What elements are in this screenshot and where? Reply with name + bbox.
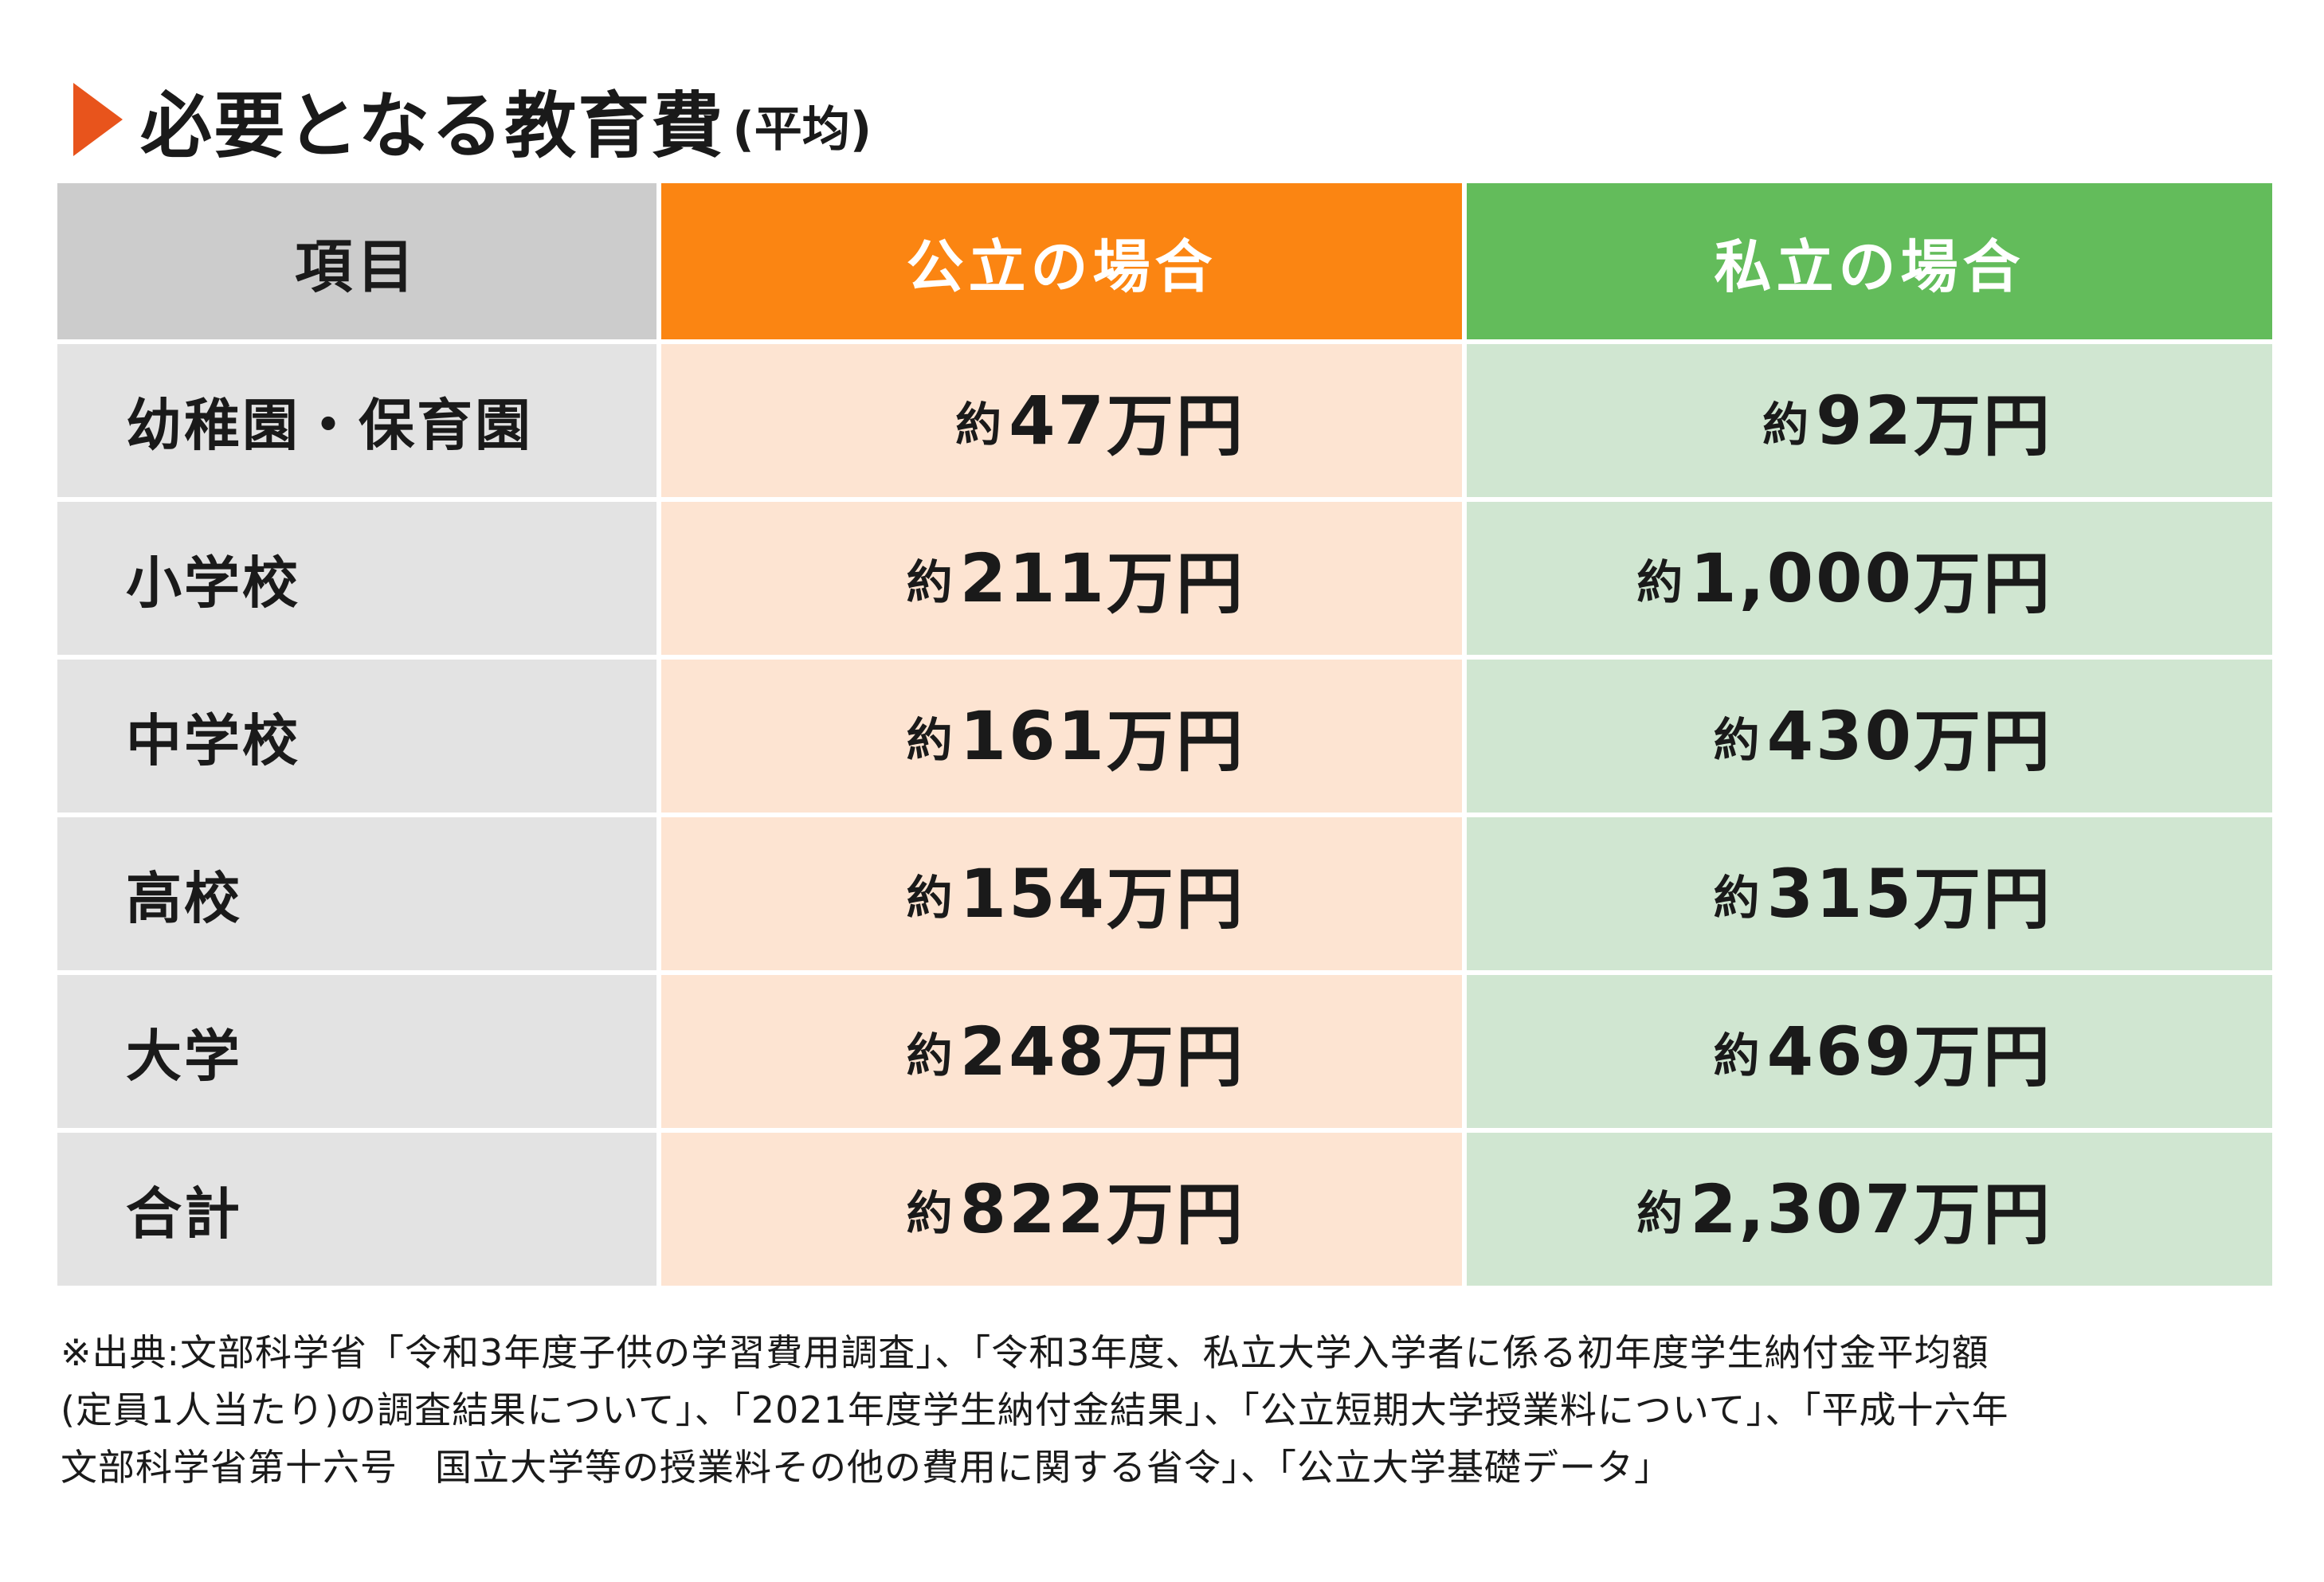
private-cost-cell: 約 469 万円 <box>1467 975 2272 1128</box>
private-cost-cell: 約 1,000 万円 <box>1467 502 2272 655</box>
education-cost-table: 項目 公立の場合 私立の場合 幼稚園・保育園 約 47 万円 約 92 万円 小学校 約… <box>57 183 2272 1286</box>
value-prefix: 約 <box>1713 713 1762 767</box>
public-cost-value: 47 <box>1009 382 1107 460</box>
private-cost-value: 315 <box>1766 855 1914 933</box>
row-label: 合計 <box>57 1133 656 1286</box>
value-suffix: 万円 <box>1913 702 2052 781</box>
value-prefix: 約 <box>906 1028 955 1083</box>
source-line: ※出典:文部科学省「令和3年度子供の学習費用調査」、「令和3年度、私立大学入学者… <box>61 1331 1989 1374</box>
header-public: 公立の場合 <box>661 183 1462 339</box>
public-cost-cell: 約 154 万円 <box>661 817 1462 970</box>
page-title: 必要となる教育費 (平均) <box>73 76 872 168</box>
public-cost-value: 161 <box>959 697 1107 775</box>
value-suffix: 万円 <box>1106 702 1245 781</box>
private-cost-cell: 約 430 万円 <box>1467 660 2272 813</box>
private-cost-value: 1,000 <box>1690 539 1914 617</box>
triangle-marker-icon <box>73 83 123 156</box>
value-prefix: 約 <box>906 555 955 609</box>
value-prefix: 約 <box>906 713 955 767</box>
source-line: 文部科学省第十六号 国立大学等の授業料その他の費用に関する省令」、「公立大学基礎… <box>61 1446 1671 1489</box>
value-suffix: 万円 <box>1913 1017 2052 1096</box>
private-cost-cell: 約 2,307 万円 <box>1467 1133 2272 1286</box>
value-suffix: 万円 <box>1913 386 2052 465</box>
value-prefix: 約 <box>1713 1028 1762 1083</box>
row-label: 大学 <box>57 975 656 1128</box>
row-label: 中学校 <box>57 660 656 813</box>
title-sub: (平均) <box>732 101 872 158</box>
private-cost-value: 2,307 <box>1690 1170 1914 1248</box>
header-item: 項目 <box>57 183 656 339</box>
public-cost-value: 248 <box>959 1012 1107 1091</box>
value-prefix: 約 <box>1636 1186 1686 1240</box>
value-suffix: 万円 <box>1106 1017 1245 1096</box>
private-cost-value: 92 <box>1816 382 1914 460</box>
source-note: ※出典:文部科学省「令和3年度子供の学習費用調査」、「令和3年度、私立大学入学者… <box>61 1324 2275 1496</box>
value-prefix: 約 <box>1636 555 1686 609</box>
public-cost-cell: 約 822 万円 <box>661 1133 1462 1286</box>
value-suffix: 万円 <box>1913 1175 2052 1254</box>
row-label: 高校 <box>57 817 656 970</box>
private-cost-cell: 約 315 万円 <box>1467 817 2272 970</box>
value-prefix: 約 <box>906 871 955 925</box>
public-cost-value: 211 <box>959 539 1107 617</box>
value-suffix: 万円 <box>1913 860 2052 938</box>
value-prefix: 約 <box>955 397 1005 452</box>
header-private: 私立の場合 <box>1467 183 2272 339</box>
value-suffix: 万円 <box>1106 1175 1245 1254</box>
value-prefix: 約 <box>906 1186 955 1240</box>
private-cost-value: 430 <box>1766 697 1914 775</box>
title-main: 必要となる教育費 <box>140 84 725 168</box>
public-cost-cell: 約 47 万円 <box>661 344 1462 497</box>
value-prefix: 約 <box>1713 871 1762 925</box>
row-label: 幼稚園・保育園 <box>57 344 656 497</box>
private-cost-cell: 約 92 万円 <box>1467 344 2272 497</box>
private-cost-value: 469 <box>1766 1012 1914 1091</box>
public-cost-cell: 約 248 万円 <box>661 975 1462 1128</box>
row-label: 小学校 <box>57 502 656 655</box>
public-cost-value: 822 <box>959 1170 1107 1248</box>
value-prefix: 約 <box>1762 397 1812 452</box>
source-line: (定員1人当たり)の調査結果について」、「2021年度学生納付金結果」、「公立短… <box>61 1388 2009 1431</box>
public-cost-cell: 約 211 万円 <box>661 502 1462 655</box>
public-cost-cell: 約 161 万円 <box>661 660 1462 813</box>
value-suffix: 万円 <box>1106 544 1245 623</box>
value-suffix: 万円 <box>1106 860 1245 938</box>
public-cost-value: 154 <box>959 855 1107 933</box>
value-suffix: 万円 <box>1913 544 2052 623</box>
value-suffix: 万円 <box>1106 386 1245 465</box>
